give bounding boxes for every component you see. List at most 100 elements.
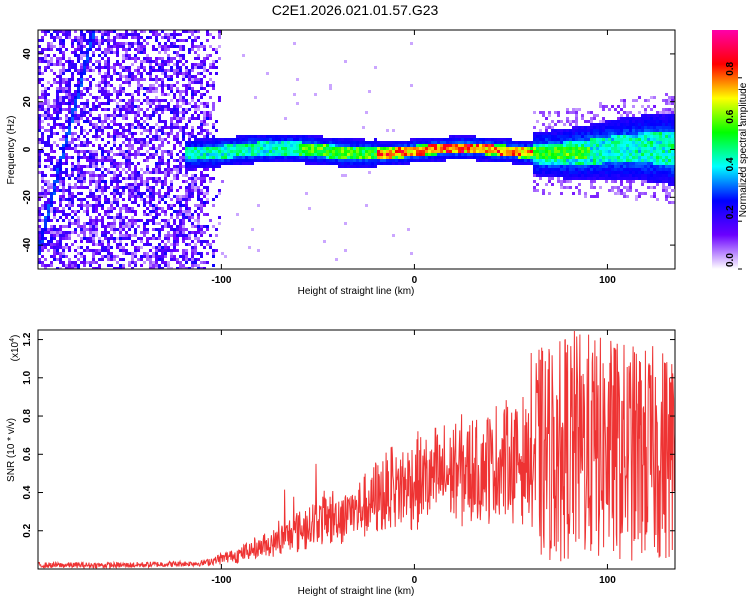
spectrogram-cell — [89, 177, 92, 180]
spectrogram-cell — [509, 147, 512, 150]
spectrogram-cell — [533, 132, 536, 135]
spectrogram-cell — [50, 48, 53, 51]
spectrogram-cell — [125, 159, 128, 162]
spectrogram-cell — [215, 144, 218, 147]
spectrogram-cell — [452, 153, 455, 156]
spectrogram-cell — [68, 36, 71, 39]
spectrogram-cell — [533, 180, 536, 183]
spectrogram-cell — [536, 183, 539, 186]
spectrogram-cell — [626, 159, 629, 162]
spectrogram-cell — [74, 99, 77, 102]
spectrogram-cell — [212, 177, 215, 180]
spectrogram-cell — [182, 237, 185, 240]
spectrogram-cell — [143, 45, 146, 48]
spectrogram-cell — [50, 114, 53, 117]
spectrogram-cell — [323, 156, 326, 159]
spectrogram-cell — [86, 222, 89, 225]
spectrogram-cell — [236, 150, 239, 153]
spectrogram-cell — [134, 60, 137, 63]
spectrogram-cell — [194, 246, 197, 249]
spectrogram-cell — [503, 156, 506, 159]
spectrogram-cell — [407, 150, 410, 153]
spectrogram-cell — [47, 99, 50, 102]
spectrogram-cell — [668, 144, 671, 147]
spectrogram-cell — [587, 156, 590, 159]
spectrogram-cell — [59, 165, 62, 168]
spectrogram-cell — [332, 162, 335, 165]
spectrogram-cell — [200, 111, 203, 114]
spectrogram-cell — [347, 153, 350, 156]
spectrogram-cell — [266, 72, 269, 75]
spectrogram-cell — [167, 153, 170, 156]
spectrogram-cell — [92, 135, 95, 138]
spectrogram-cell — [203, 138, 206, 141]
spectrogram-cell — [641, 153, 644, 156]
colorbar-tick-label: 0.2 — [725, 205, 736, 219]
spectrogram-cell — [209, 111, 212, 114]
spectrogram-cell — [560, 183, 563, 186]
spectrogram-cell — [149, 90, 152, 93]
spectrogram-cell — [89, 81, 92, 84]
spectrogram-cell — [122, 87, 125, 90]
spectrogram-cell — [152, 222, 155, 225]
spectrogram-cell — [146, 243, 149, 246]
spectrogram-cell — [182, 264, 185, 267]
spectrogram-cell — [158, 189, 161, 192]
spectrogram-cell — [197, 207, 200, 210]
spectrogram-cell — [566, 141, 569, 144]
spectrogram-cell — [59, 147, 62, 150]
spectrogram-cell — [380, 144, 383, 147]
spectrogram-cell — [332, 141, 335, 144]
spectrogram-cell — [107, 42, 110, 45]
spectrogram-cell — [470, 144, 473, 147]
spectrogram-cell — [626, 129, 629, 132]
spectrogram-cell — [311, 138, 314, 141]
spectrogram-cell — [491, 153, 494, 156]
spectrogram-cell — [113, 132, 116, 135]
spectrogram-cell — [665, 189, 668, 192]
spectrogram-cell — [137, 249, 140, 252]
spectrogram-cell — [158, 249, 161, 252]
spectrogram-cell — [104, 108, 107, 111]
spectrogram-cell — [149, 186, 152, 189]
spectrogram-cell — [353, 156, 356, 159]
spectrogram-cell — [209, 141, 212, 144]
spectrogram-cell — [509, 159, 512, 162]
spectrogram-cell — [470, 156, 473, 159]
spectrogram-cell — [122, 54, 125, 57]
spectrogram-cell — [647, 129, 650, 132]
spectrogram-cell — [89, 219, 92, 222]
spectrogram-cell — [602, 141, 605, 144]
spectrogram-cell — [599, 177, 602, 180]
spectrogram-cell — [392, 159, 395, 162]
spectrogram-cell — [203, 174, 206, 177]
spectrogram-cell — [281, 159, 284, 162]
spectrogram-cell — [617, 129, 620, 132]
spectrogram-cell — [173, 36, 176, 39]
spectrogram-cell — [287, 153, 290, 156]
spectrogram-cell — [593, 126, 596, 129]
spectrogram-cell — [155, 147, 158, 150]
spectrogram-cell — [119, 72, 122, 75]
spectrogram-cell — [77, 87, 80, 90]
spectrogram-cell — [563, 168, 566, 171]
spectrogram-cell — [626, 162, 629, 165]
spectrogram-cell — [155, 168, 158, 171]
spectrogram-cell — [362, 150, 365, 153]
spectrogram-cell — [62, 63, 65, 66]
spectrogram-cell — [95, 36, 98, 39]
spectrogram-cell — [179, 39, 182, 42]
spectrogram-cell — [410, 159, 413, 162]
spectrogram-cell — [452, 147, 455, 150]
spectrogram-cell — [158, 33, 161, 36]
spectrogram-cell — [479, 144, 482, 147]
spectrogram-cell — [80, 54, 83, 57]
spectrogram-cell — [173, 33, 176, 36]
spectrogram-cell — [191, 240, 194, 243]
spectrogram-cell — [152, 216, 155, 219]
spectrogram-cell — [539, 156, 542, 159]
spectrogram-cell — [50, 210, 53, 213]
spectrogram-cell — [617, 144, 620, 147]
spectrogram-cell — [236, 153, 239, 156]
